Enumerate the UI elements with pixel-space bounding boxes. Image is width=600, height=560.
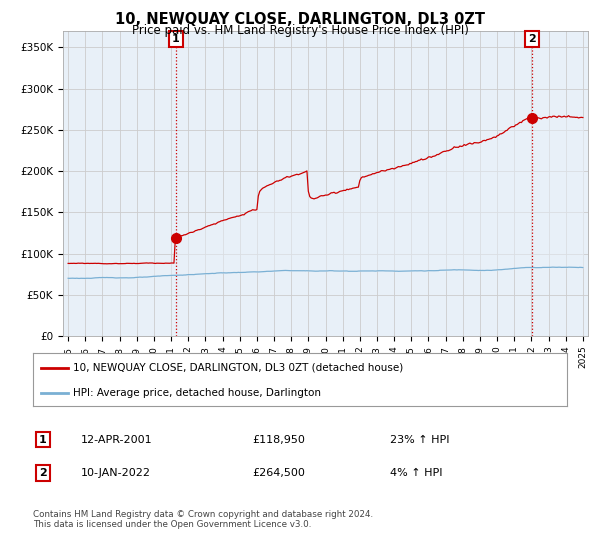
Text: 10, NEWQUAY CLOSE, DARLINGTON, DL3 0ZT (detached house): 10, NEWQUAY CLOSE, DARLINGTON, DL3 0ZT (…	[73, 363, 403, 373]
Text: HPI: Average price, detached house, Darlington: HPI: Average price, detached house, Darl…	[73, 388, 321, 398]
Text: £118,950: £118,950	[252, 435, 305, 445]
Text: 2: 2	[39, 468, 47, 478]
Text: 23% ↑ HPI: 23% ↑ HPI	[390, 435, 449, 445]
Text: 4% ↑ HPI: 4% ↑ HPI	[390, 468, 443, 478]
Text: 2: 2	[528, 34, 536, 44]
Text: 10-JAN-2022: 10-JAN-2022	[81, 468, 151, 478]
Text: £264,500: £264,500	[252, 468, 305, 478]
Text: 1: 1	[39, 435, 47, 445]
Text: 1: 1	[172, 34, 180, 44]
Text: 12-APR-2001: 12-APR-2001	[81, 435, 152, 445]
Text: 10, NEWQUAY CLOSE, DARLINGTON, DL3 0ZT: 10, NEWQUAY CLOSE, DARLINGTON, DL3 0ZT	[115, 12, 485, 27]
Text: Price paid vs. HM Land Registry's House Price Index (HPI): Price paid vs. HM Land Registry's House …	[131, 24, 469, 36]
Text: Contains HM Land Registry data © Crown copyright and database right 2024.
This d: Contains HM Land Registry data © Crown c…	[33, 510, 373, 529]
